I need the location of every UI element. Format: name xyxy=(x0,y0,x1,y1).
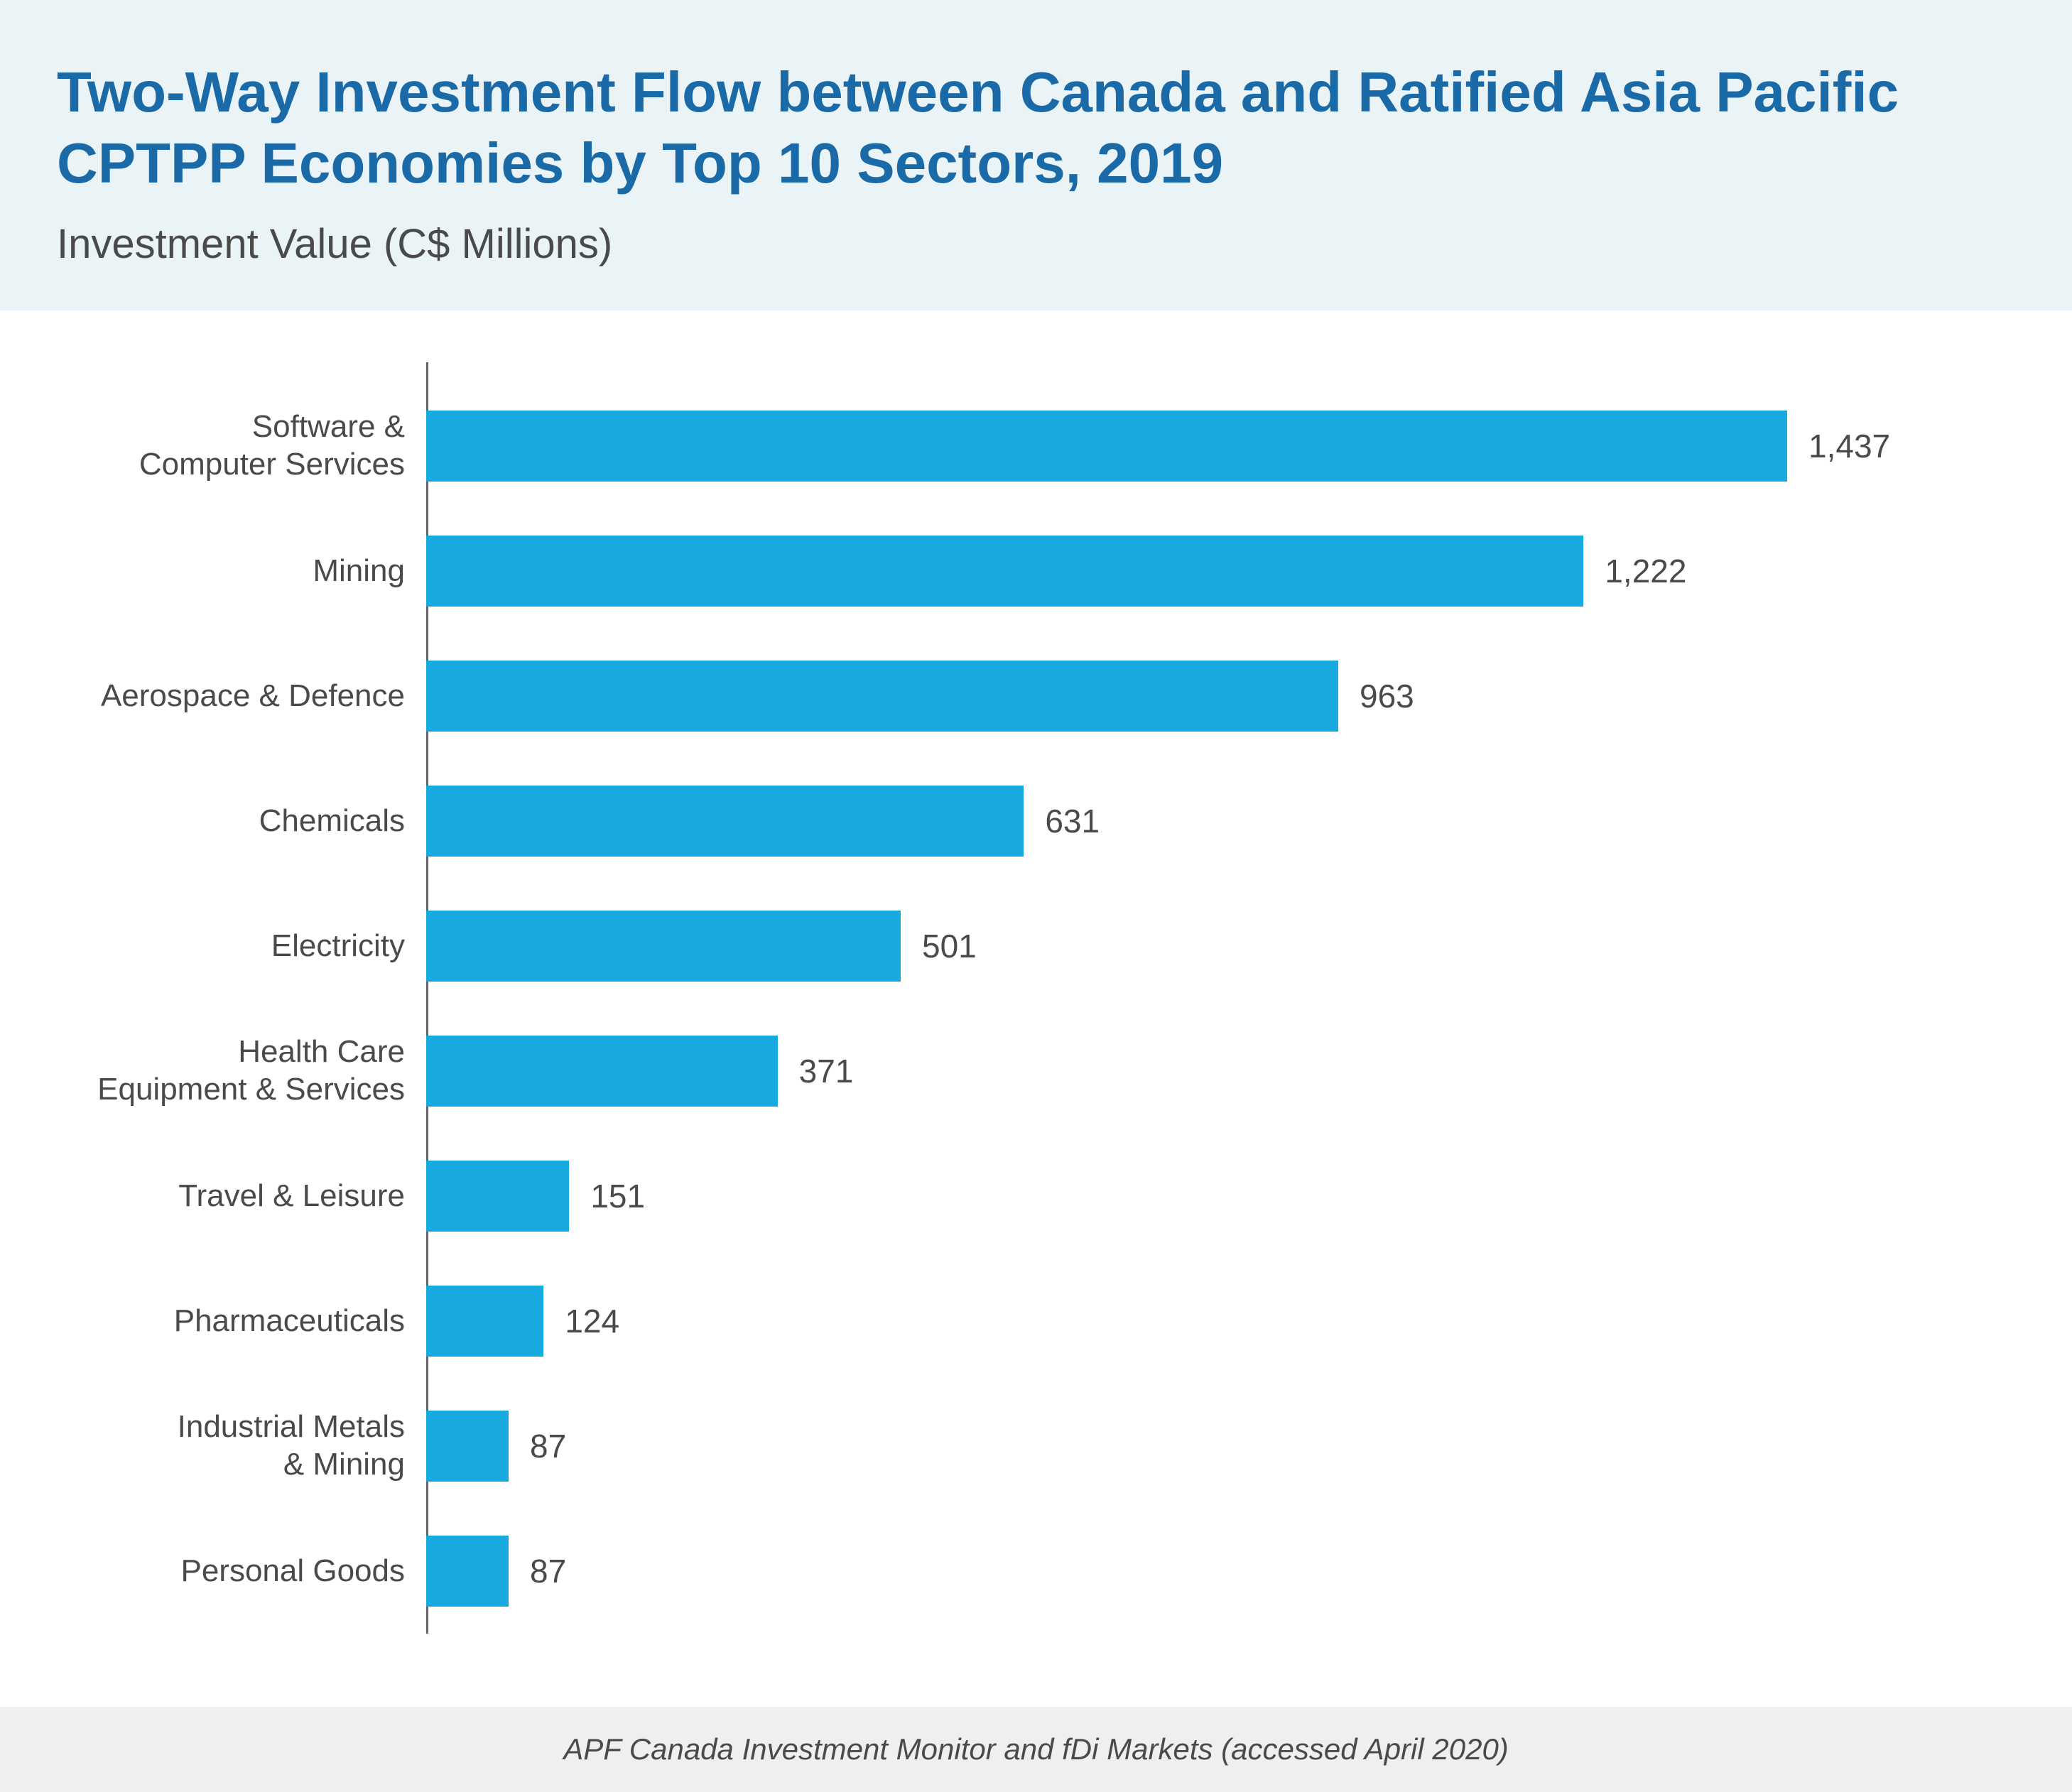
chart-title: Two-Way Investment Flow between Canada a… xyxy=(57,57,2015,199)
category-label: Software & Computer Services xyxy=(50,408,426,484)
category-label: Industrial Metals & Mining xyxy=(50,1408,426,1484)
bar xyxy=(426,536,1583,607)
value-label: 124 xyxy=(543,1302,619,1340)
chart-subtitle: Investment Value (C$ Millions) xyxy=(57,220,2015,268)
category-label: Health Care Equipment & Services xyxy=(50,1033,426,1109)
category-label: Electricity xyxy=(50,928,426,965)
bar xyxy=(426,1536,509,1607)
chart-header: Two-Way Investment Flow between Canada a… xyxy=(0,0,2072,310)
chart-row: Electricity 501 xyxy=(50,911,2039,982)
category-label: Mining xyxy=(50,553,426,590)
bar xyxy=(426,1036,778,1107)
bar xyxy=(426,1161,569,1232)
value-label: 87 xyxy=(509,1427,566,1465)
bar xyxy=(426,786,1024,857)
value-label: 151 xyxy=(569,1177,645,1215)
category-label: Chemicals xyxy=(50,803,426,840)
chart-source: APF Canada Investment Monitor and fDi Ma… xyxy=(563,1732,1509,1766)
bar xyxy=(426,661,1338,732)
category-label: Pharmaceuticals xyxy=(50,1303,426,1340)
chart-row: Mining 1,222 xyxy=(50,536,2039,607)
chart-row: Personal Goods 87 xyxy=(50,1536,2039,1607)
bar xyxy=(426,1286,543,1357)
chart-row: Aerospace & Defence 963 xyxy=(50,661,2039,732)
category-label: Aerospace & Defence xyxy=(50,678,426,715)
bar xyxy=(426,411,1787,482)
value-label: 87 xyxy=(509,1552,566,1590)
chart-row: Health Care Equipment & Services 371 xyxy=(50,1036,2039,1107)
value-label: 1,437 xyxy=(1787,427,1890,465)
bar xyxy=(426,911,901,982)
chart-row: Chemicals 631 xyxy=(50,786,2039,857)
chart-row: Industrial Metals & Mining 87 xyxy=(50,1411,2039,1482)
chart-canvas: Two-Way Investment Flow between Canada a… xyxy=(0,0,2072,1792)
value-label: 1,222 xyxy=(1583,552,1686,590)
value-label: 631 xyxy=(1024,802,1100,840)
category-label: Personal Goods xyxy=(50,1553,426,1590)
chart-row: Pharmaceuticals 124 xyxy=(50,1286,2039,1357)
category-label: Travel & Leisure xyxy=(50,1178,426,1215)
value-label: 371 xyxy=(778,1052,854,1090)
chart-plot-area: Software & Computer Services 1,437 Mining 1… xyxy=(50,341,2039,1676)
chart-footer: APF Canada Investment Monitor and fDi Ma… xyxy=(0,1707,2072,1792)
value-label: 963 xyxy=(1338,677,1414,715)
value-label: 501 xyxy=(901,927,977,965)
bar xyxy=(426,1411,509,1482)
chart-row: Software & Computer Services 1,437 xyxy=(50,411,2039,482)
chart-row: Travel & Leisure 151 xyxy=(50,1161,2039,1232)
